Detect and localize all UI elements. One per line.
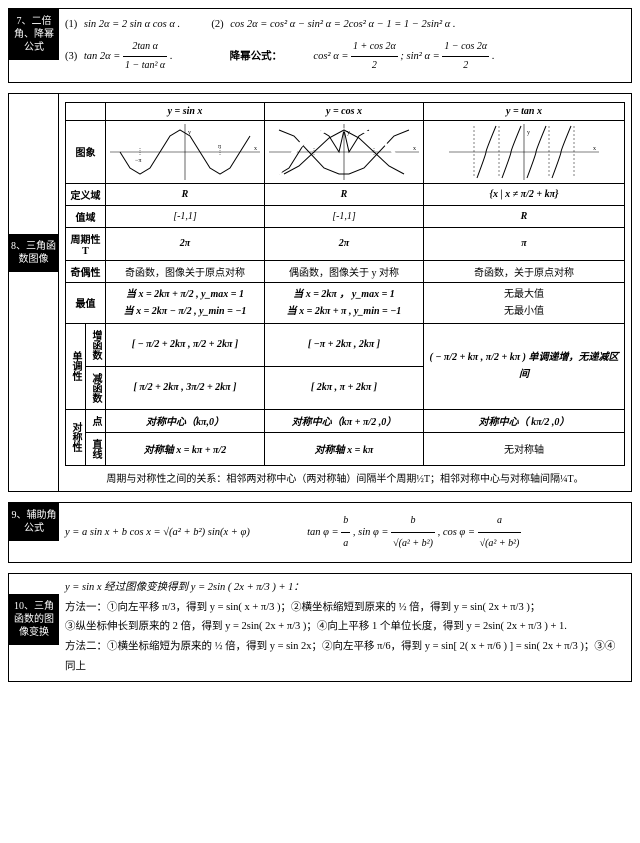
graph-sin: −π π y x [106, 120, 265, 183]
sec10-line1: y = sin x 经过图像变换得到 y = 2sin ( 2x + π/3 )… [65, 578, 625, 598]
svg-text:x: x [593, 146, 596, 152]
th-cos: y = cos x [265, 102, 424, 120]
svg-text:x: x [254, 146, 257, 152]
sec8-label: 8、三角函数图像 [9, 234, 58, 272]
sec10-m1: 方法一：①向左平移 π/3，得到 y = sin( x + π/3 )；②横坐标… [65, 598, 625, 618]
sec7-row2: (3) tan 2α = 2tan α1 − tan² α . 降幂公式： co… [65, 38, 625, 75]
th-tan: y = tan x [424, 102, 625, 120]
svg-text:y: y [347, 130, 350, 136]
reduce-label: 降幂公式： [230, 51, 283, 62]
trig-function-table: y = sin x y = cos x y = tan x 图象 −ππyx y… [65, 102, 625, 466]
sec9-label: 9、辅助角公式 [9, 503, 59, 541]
svg-text:−π: −π [135, 158, 141, 164]
sec10-m2: 方法二：①横坐标缩短为原来的 ½ 倍，得到 y = sin 2x；②向左平移 π… [65, 637, 625, 677]
sec9-formula: y = a sin x + b cos x = √(a² + b²) sin(x… [65, 510, 625, 555]
svg-text:x: x [413, 146, 416, 152]
section-7: 7、二倍角、降幂公式 (1) sin 2α = 2 sin α cos α . … [8, 8, 632, 83]
sec7-row1: (1) sin 2α = 2 sin α cos α . (2) cos 2α … [65, 16, 625, 35]
svg-text:y: y [188, 130, 191, 136]
sec8-footnote: 周期与对称性之间的关系：相邻两对称中心（两对称轴）间隔半个周期½T；相邻对称中心… [65, 470, 625, 485]
svg-text:y: y [527, 130, 530, 136]
sec7-label: 7、二倍角、降幂公式 [9, 9, 59, 60]
graph-tan: yx [424, 120, 625, 183]
section-9: 9、辅助角公式 y = a sin x + b cos x = √(a² + b… [8, 502, 632, 563]
row-graph-h: 图象 [66, 120, 106, 183]
section-10: 10、三角函数的图像变换 y = sin x 经过图像变换得到 y = 2sin… [8, 573, 632, 683]
graph-cos: yx [265, 120, 424, 183]
sec10-label: 10、三角函数的图像变换 [9, 594, 59, 645]
section-8: 8、三角函数图像 y = sin x y = cos x y = tan x 图… [8, 93, 632, 492]
sec10-m1b: ③纵坐标伸长到原来的 2 倍，得到 y = 2sin( 2x + π/3 )；④… [65, 617, 625, 637]
th-sin: y = sin x [106, 102, 265, 120]
svg-text:π: π [218, 144, 221, 150]
